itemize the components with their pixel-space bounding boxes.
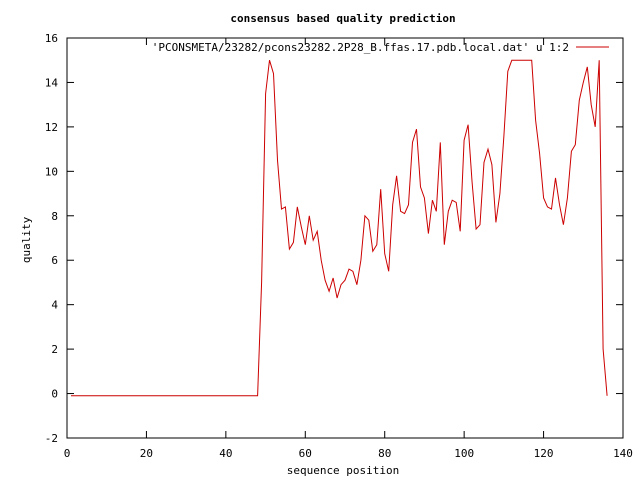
x-tick-label: 20: [140, 447, 153, 460]
y-tick-label: -2: [45, 432, 58, 445]
x-tick-label: 120: [534, 447, 554, 460]
x-tick-label: 80: [378, 447, 391, 460]
y-tick-label: 4: [51, 299, 58, 312]
x-tick-label: 140: [613, 447, 633, 460]
series-group: [71, 59, 608, 397]
y-tick-label: 2: [51, 343, 58, 356]
chart-title: consensus based quality prediction: [230, 12, 455, 25]
legend-entry-label: 'PCONSMETA/23282/pcons23282.2P28_B.ffas.…: [152, 41, 569, 54]
y-tick-label: 12: [45, 121, 58, 134]
plot-frame: [66, 37, 624, 439]
legend: 'PCONSMETA/23282/pcons23282.2P28_B.ffas.…: [152, 41, 609, 54]
y-tick-label: 10: [45, 165, 58, 178]
y-tick-label: 16: [45, 32, 58, 45]
y-axis: -2 0 2 4 6 8 10 12 14 16: [45, 32, 623, 445]
x-tick-label: 0: [64, 447, 71, 460]
y-tick-label: 8: [51, 210, 58, 223]
series-line: [71, 59, 608, 397]
y-tick-label: 0: [51, 388, 58, 401]
y-tick-label: 6: [51, 254, 58, 267]
x-tick-label: 100: [454, 447, 474, 460]
x-axis: 0 20 40 60 80 100 120 140: [64, 38, 633, 460]
x-axis-label: sequence position: [287, 464, 400, 477]
y-tick-label: 14: [45, 76, 59, 89]
x-tick-label: 60: [299, 447, 312, 460]
x-tick-label: 40: [219, 447, 232, 460]
y-axis-label: quality: [20, 216, 33, 263]
